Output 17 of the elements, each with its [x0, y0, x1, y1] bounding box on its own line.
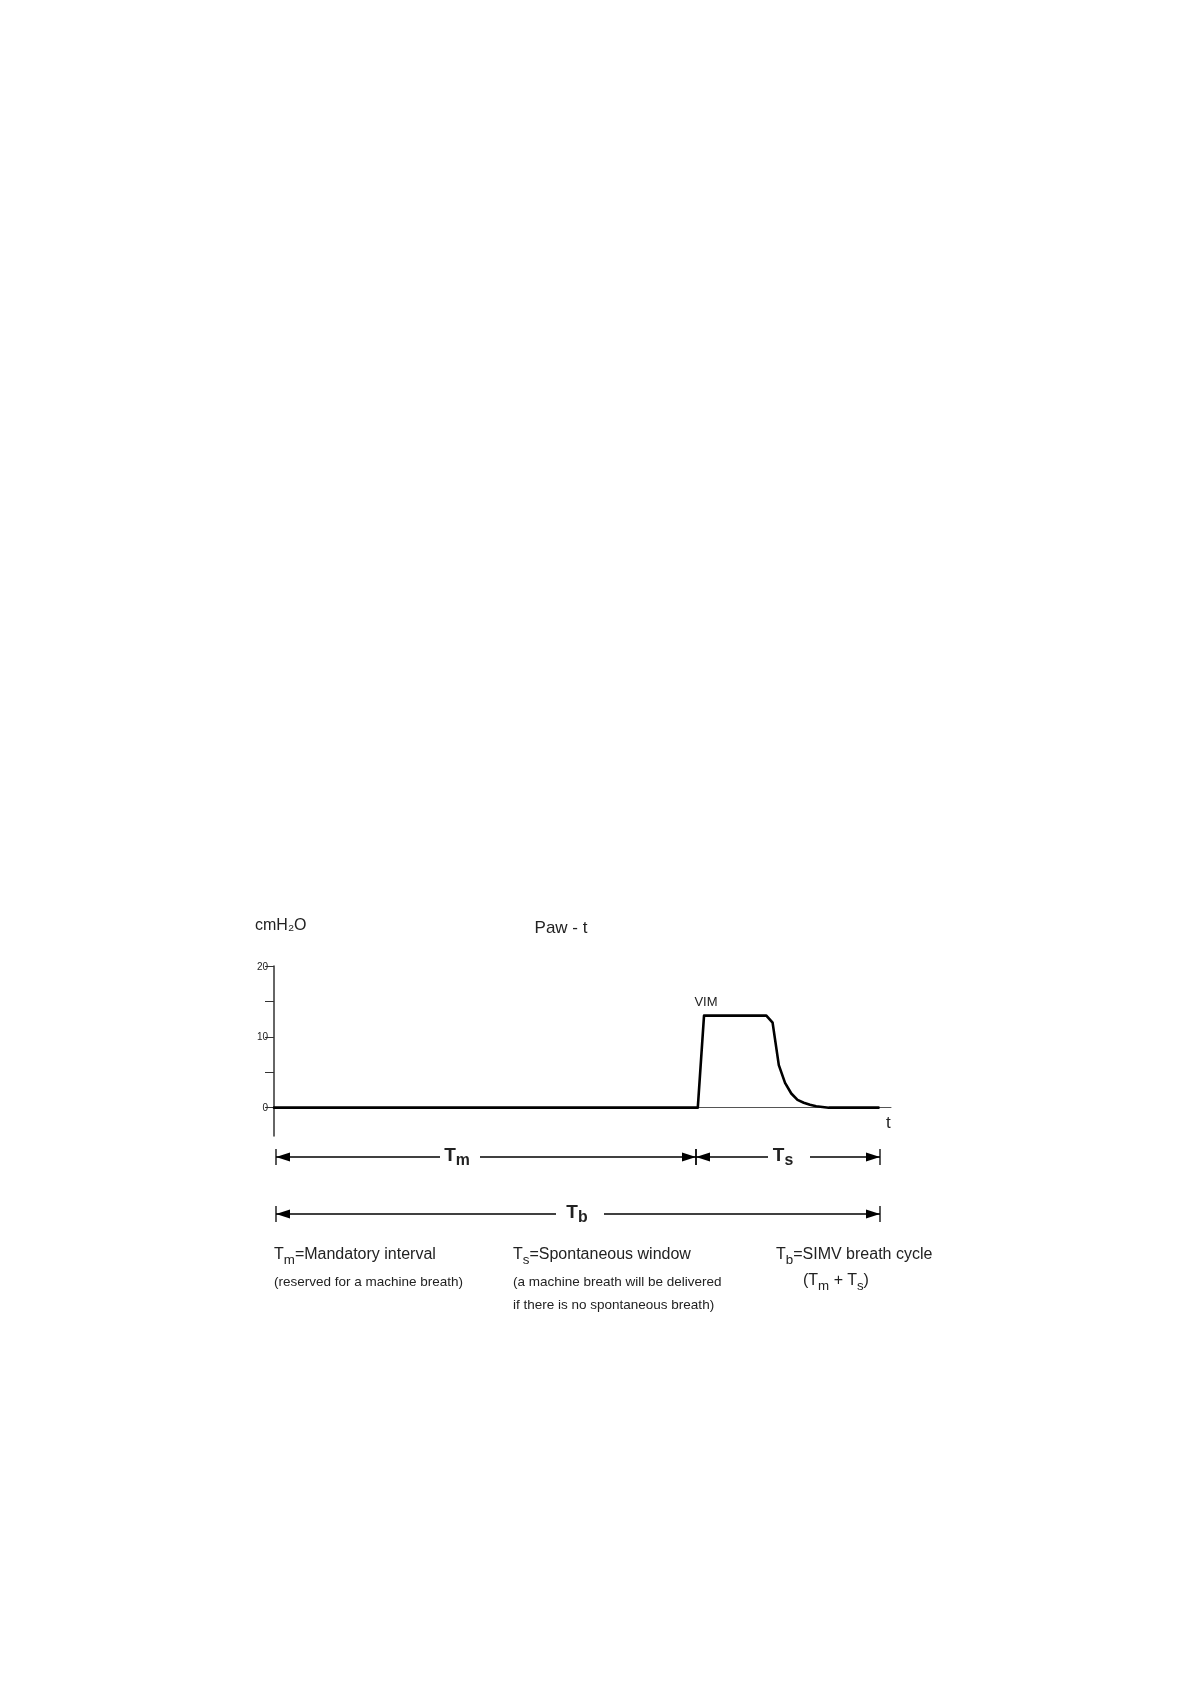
- y-tick-label: 10: [256, 1031, 269, 1043]
- text: (a machine breath will be delivered: [513, 1273, 722, 1291]
- text: T$_{m}$=Mandatory interval: [274, 1244, 436, 1268]
- text: T$_{m}$: [444, 1143, 470, 1171]
- y-tick-label: 20: [256, 960, 269, 972]
- text: if there is no spontaneous breath): [513, 1296, 715, 1314]
- x-axis-title: t: [886, 1113, 891, 1133]
- text: (reserved for a machine breath): [274, 1273, 464, 1291]
- text: T$_{b}$=SIMV breath cycle: [776, 1244, 933, 1268]
- text: T$_{b}$: [566, 1200, 588, 1228]
- chart-title: Paw - t: [534, 918, 588, 937]
- annotation: VIM: [694, 994, 718, 1010]
- text: T$_{s}$: [772, 1143, 794, 1171]
- text: (T$_{m}$ + T$_{s}$): [803, 1270, 869, 1294]
- text: T$_{s}$=Spontaneous window: [513, 1244, 691, 1268]
- y-tick-label: 0: [262, 1102, 269, 1114]
- y-axis-title: cmH₂O: [255, 916, 307, 934]
